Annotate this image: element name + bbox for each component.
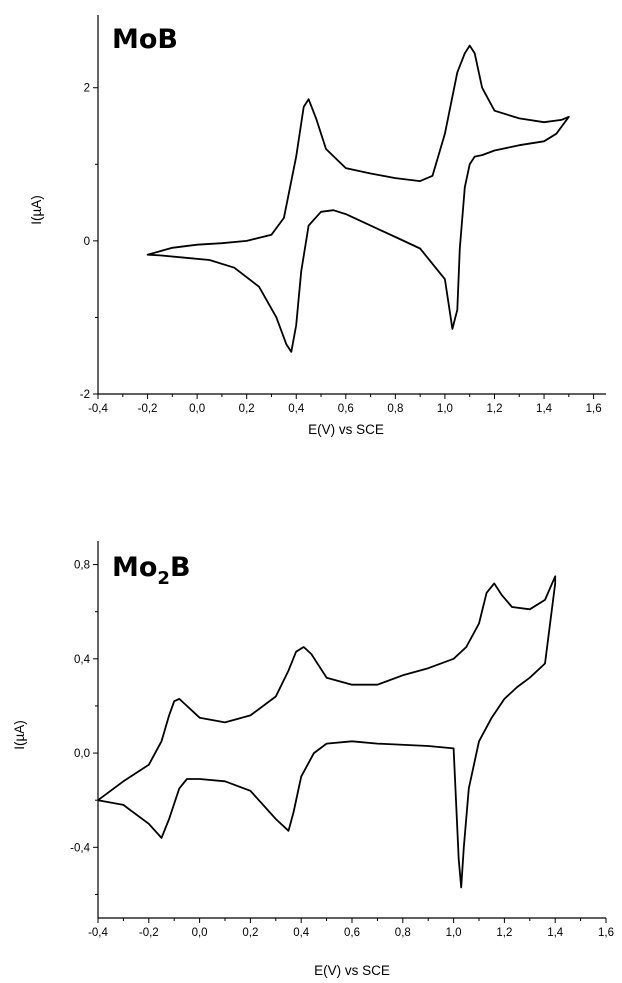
x-tick-label: -0,4: [88, 927, 108, 939]
y-tick-label: 0,4: [74, 654, 91, 666]
x-tick-label: 0,6: [338, 403, 354, 415]
y-tick-label: 0,0: [74, 748, 90, 760]
x-tick-label: 1,2: [496, 927, 512, 939]
x-tick-label: -0,2: [139, 927, 159, 939]
x-tick-label: 0,0: [189, 403, 205, 415]
cv-series-line: [97, 575, 557, 889]
x-tick-label: 1,0: [437, 403, 453, 415]
x-tick-label: -0,2: [138, 403, 158, 415]
plot-area: -0,4 -0,2 0,0 0,2 0,4 0,6 0,8 1,0 1,2 1,4 1,6 -0,4 0…: [70, 541, 614, 939]
x-tick-label: 0,2: [242, 927, 258, 939]
x-tick-label: 0,4: [288, 403, 305, 415]
panel-label-tail: B: [170, 552, 191, 583]
x-tick-label: 0,8: [387, 403, 403, 415]
x-tick-label: 1,4: [536, 403, 553, 415]
y-tick-label: -2: [80, 389, 90, 401]
panel-label-main: MoB: [112, 24, 178, 55]
panel-label-mob: MoB: [112, 24, 178, 55]
y-axis-title: I(µA): [12, 720, 27, 750]
chart-panel-mo2b: -0,4 -0,2 0,0 0,2 0,4 0,6 0,8 1,0 1,2 1,4 1,6 -0,4 0…: [12, 541, 614, 978]
x-tick-label: 0,6: [344, 927, 360, 939]
x-tick-label: 1,0: [446, 927, 462, 939]
panel-label-mo2b: Mo2B: [112, 552, 191, 589]
x-tick-label: 1,4: [547, 927, 564, 939]
x-axis-title: E(V) vs SCE: [314, 963, 390, 978]
chart-panel-mob: -0,4 -0,2 0,0 0,2 0,4 0,6 0,8 1,0 1,2 1,4 1,6-202 …: [29, 15, 606, 437]
x-tick-label: 1,6: [598, 927, 614, 939]
cv-series-line: [146, 44, 570, 353]
y-tick-label: 0,8: [74, 560, 90, 572]
plot-area: -0,4 -0,2 0,0 0,2 0,4 0,6 0,8 1,0 1,2 1,4 1,6 -2 0 2: [80, 15, 606, 415]
x-tick-label: 1,2: [486, 403, 502, 415]
y-tick-label: 0: [84, 236, 90, 248]
x-tick-label: 0,8: [395, 927, 411, 939]
x-tick-label: 0,0: [192, 927, 208, 939]
x-tick-label: 1,6: [586, 403, 602, 415]
x-tick-label: -0,4: [88, 403, 108, 415]
panel-label-subscript: 2: [157, 568, 170, 589]
y-axis-title: I(µA): [29, 195, 44, 225]
y-tick-label: -0,4: [70, 842, 90, 854]
x-tick-label: 0,4: [293, 927, 310, 939]
panel-label-main: Mo: [112, 552, 157, 583]
x-tick-label: 0,2: [239, 403, 255, 415]
x-axis-title: E(V) vs SCE: [308, 422, 384, 437]
y-tick-label: 2: [84, 83, 90, 95]
